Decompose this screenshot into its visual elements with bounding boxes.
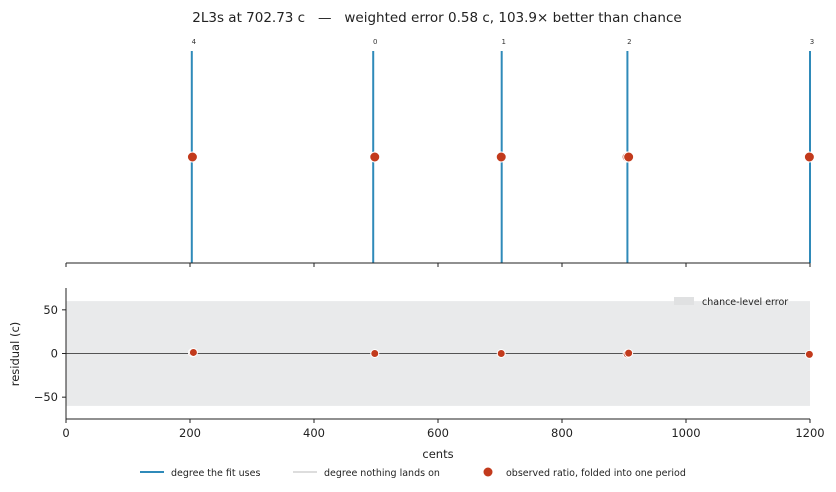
- observed-point: [369, 151, 381, 163]
- legend-item-observed: observed ratio, folded into one period: [483, 467, 686, 479]
- x-tick-label: 1000: [671, 426, 700, 440]
- residual-point: [370, 349, 380, 358]
- x-tick-label: 1200: [795, 426, 824, 440]
- residual-point: [804, 349, 814, 359]
- degree-label: 1: [501, 38, 505, 46]
- chance-legend-label: chance-level error: [702, 297, 788, 308]
- legend-observed-swatch: [483, 467, 493, 477]
- degree-label: 2: [627, 38, 631, 46]
- legend-item-fit: degree the fit uses: [140, 468, 260, 479]
- x-tick-label: 800: [551, 426, 573, 440]
- residual-point: [496, 349, 506, 358]
- x-ticks: 0 200 400 600 800 1000 1200: [62, 419, 825, 440]
- residual-panel: 0 200 400 600 800 1000 1200 −50 0 50 cents resid…: [8, 288, 825, 461]
- legend-item-unused: degree nothing lands on: [293, 468, 440, 479]
- observed-point: [495, 151, 507, 163]
- y-ticks: −50 0 50: [34, 303, 66, 404]
- chance-legend: chance-level error: [674, 297, 788, 308]
- x-tick-label: 0: [62, 426, 69, 440]
- residual-points: [187, 347, 814, 359]
- observed-points-top: [186, 151, 815, 163]
- degree-label: 3: [810, 38, 814, 46]
- residual-point: [624, 348, 634, 358]
- residual-point: [188, 347, 198, 357]
- observed-point: [623, 151, 635, 163]
- legend-observed-label: observed ratio, folded into one period: [506, 468, 686, 479]
- degree-label: 0: [373, 38, 377, 46]
- degree-label: 4: [192, 38, 197, 46]
- legend: degree the fit uses degree nothing lands…: [140, 467, 686, 479]
- degree-labels: 4 0 1 2 3: [192, 38, 815, 46]
- y-tick-label: 50: [43, 303, 58, 317]
- chart-title: 2L3s at 702.73 c — weighted error 0.58 c…: [192, 10, 681, 26]
- legend-fit-label: degree the fit uses: [171, 468, 260, 479]
- legend-unused-label: degree nothing lands on: [324, 468, 440, 479]
- x-axis-label: cents: [422, 447, 453, 461]
- top-x-ticks: [65, 263, 811, 267]
- chance-legend-swatch: [674, 297, 694, 305]
- observed-point: [186, 151, 198, 163]
- y-tick-label: 0: [51, 347, 58, 361]
- x-tick-label: 200: [179, 426, 201, 440]
- x-tick-label: 400: [303, 426, 325, 440]
- x-tick-label: 600: [427, 426, 449, 440]
- degree-panel: 4 0 1 2 3: [65, 38, 815, 267]
- y-tick-label: −50: [34, 390, 58, 404]
- observed-point: [803, 151, 815, 163]
- y-axis-label: residual (c): [8, 322, 22, 387]
